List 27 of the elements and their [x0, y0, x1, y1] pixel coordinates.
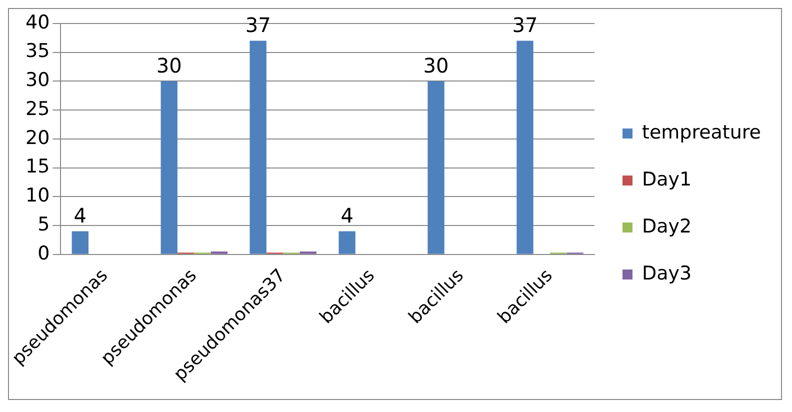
data-label: 37: [512, 12, 538, 37]
y-tick-label: 35: [26, 40, 50, 62]
y-tick-label: 40: [26, 11, 50, 34]
y-tick-label: 5: [38, 213, 50, 236]
data-label: 4: [340, 203, 354, 228]
legend-label: Day2: [642, 215, 692, 238]
data-label: 30: [423, 53, 449, 78]
data-label: 4: [74, 203, 87, 228]
y-tick-label: 10: [26, 184, 50, 207]
legend-label: Day3: [642, 262, 692, 284]
bar: [72, 231, 88, 254]
data-label: 30: [156, 53, 182, 78]
bar: [210, 251, 228, 254]
y-tick-label: 15: [26, 156, 50, 178]
y-tick-label: 25: [26, 98, 50, 120]
y-tick-label: 0: [38, 242, 50, 264]
bar: [428, 81, 444, 254]
bar: [338, 231, 356, 254]
y-tick-label: 30: [26, 69, 50, 92]
data-label: 37: [245, 12, 271, 37]
bar: [160, 81, 178, 254]
bar: [250, 40, 266, 254]
bar: [516, 40, 534, 254]
legend-label: Day1: [642, 168, 692, 190]
bar: [300, 251, 316, 254]
legend-label: tempreature: [642, 121, 762, 144]
y-tick-label: 20: [26, 126, 50, 149]
